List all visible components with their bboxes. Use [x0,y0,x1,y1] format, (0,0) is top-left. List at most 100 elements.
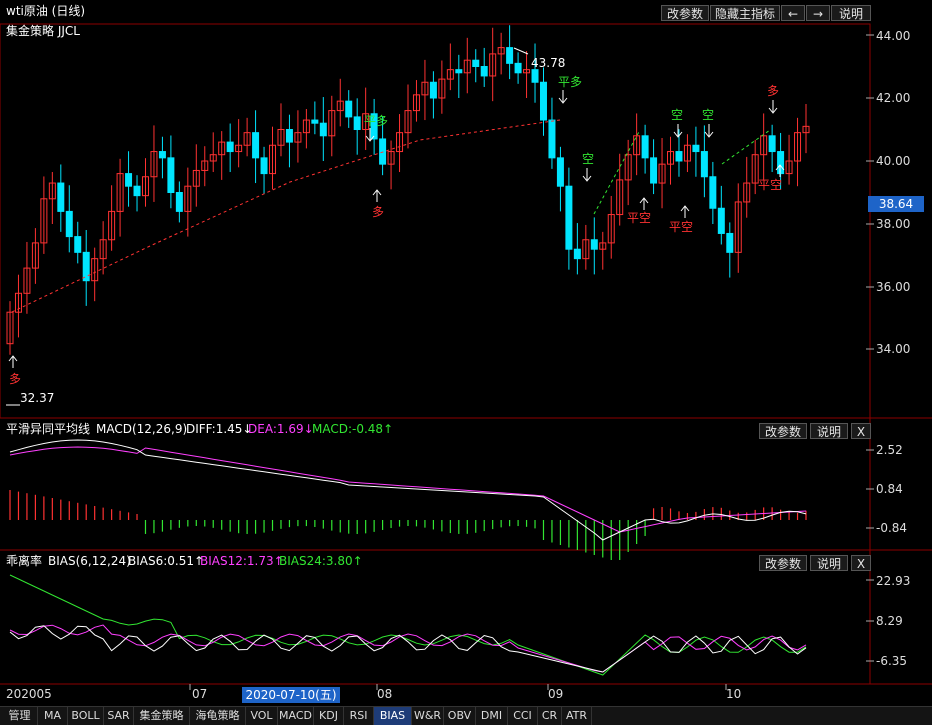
candle-body [40,198,48,244]
tab-vol[interactable]: VOL [246,707,278,725]
signal-arrow-head [639,197,649,204]
macd-edit-params-button[interactable]: 改参数 [759,423,807,439]
candle-body [429,81,437,99]
tab-rsi[interactable]: RSI [344,707,374,725]
signal-long: 多 [9,372,22,386]
candle-body [777,151,785,175]
main-indicator-name: 集金策略 JJCL [6,24,80,38]
candle-body [726,232,734,253]
candle-body [582,239,590,260]
tab-管理[interactable]: 管理 [2,707,38,725]
candle-body [539,81,547,121]
signal-arrow-head [582,175,592,182]
signal-arrow-head [372,189,382,196]
candle-body [158,151,166,159]
candle-body [31,242,39,269]
help-button[interactable]: 说明 [831,5,871,21]
cursor-date-label: 2020-07-10(五) [242,687,340,703]
edit-params-button[interactable]: 改参数 [661,5,709,21]
candle-body [269,144,277,175]
trend-line [11,119,561,313]
signal-arrow-head [8,355,18,362]
candle-body [345,100,353,118]
macd-y-tick: -0.84 [876,521,908,535]
candle-body [379,138,387,165]
signal-arrow-head [365,135,375,142]
tab-w&r[interactable]: W&R [412,707,444,725]
candle-body [531,69,539,83]
candle-body [565,185,573,250]
arrow-right-icon[interactable]: → [806,5,830,21]
candle-body [523,69,531,74]
candle-body [650,157,658,184]
candle-body [328,110,336,137]
candle-body [667,151,675,165]
bias-y-tick: 22.93 [876,574,911,588]
tab-cr[interactable]: CR [538,707,562,725]
candle-body [599,242,607,250]
chart-title: wti原油 (日线) [6,4,86,18]
candle-body [404,110,412,134]
bias-y-tick: 8.29 [876,614,903,628]
candle-body [370,113,378,140]
candle-body [6,311,14,345]
candle-body [48,182,56,200]
tab-atr[interactable]: ATR [562,707,592,725]
bias12-value: BIAS12:1.73↑ [200,554,284,568]
candle-body [480,66,488,77]
bias-help-button[interactable]: 说明 [810,555,848,571]
candle-body [243,132,251,146]
candle-body [116,173,124,212]
candle-body [743,182,751,203]
y-tick-42: 42.00 [876,91,911,105]
macd-help-button[interactable]: 说明 [810,423,848,439]
macd-close-icon[interactable]: X [851,423,871,439]
tab-macd[interactable]: MACD [278,707,314,725]
macd-macd-value: MACD:-0.48↑ [312,422,394,436]
tab-海龟策略[interactable]: 海龟策略 [190,707,246,725]
candle-body [353,116,361,131]
candle-body [192,169,200,187]
candle-body [717,207,725,234]
candle-body [133,185,141,197]
candle-body [302,119,310,134]
candle-body [336,100,344,112]
tab-obv[interactable]: OBV [444,707,476,725]
macd-params: MACD(12,26,9) [96,422,188,436]
candle-body [108,210,116,241]
candle-body [23,267,31,294]
bias-title: 乖离率 [6,554,43,568]
bias-close-icon[interactable]: X [851,555,871,571]
tab-ma[interactable]: MA [38,707,68,725]
x-label-09: 09 [548,687,564,701]
signal-close-long: 平多 [558,75,583,89]
tab-boll[interactable]: BOLL [68,707,104,725]
candle-body [785,160,793,175]
signal-arrow-head [768,107,778,114]
bias24-value: BIAS24:3.80↑ [279,554,363,568]
y-tick-34: 34.00 [876,342,911,356]
candle-body [709,176,717,209]
tab-cci[interactable]: CCI [508,707,538,725]
macd-y-tick: 2.52 [876,443,903,457]
signal-close-long: 平多 [364,114,389,128]
candle-body [556,157,564,187]
signal-arrow-head [558,97,568,104]
tab-kdj[interactable]: KDJ [314,707,344,725]
bias-edit-params-button[interactable]: 改参数 [759,555,807,571]
tab-dmi[interactable]: DMI [476,707,508,725]
candle-body [82,251,90,282]
x-label-202005: 202005 [6,687,52,701]
candle-body [319,122,327,137]
tab-集金策略[interactable]: 集金策略 [134,707,190,725]
candle-body [57,182,65,212]
signal-close-short: 平空 [627,211,652,225]
tab-sar[interactable]: SAR [104,707,134,725]
candle-body [548,119,556,159]
arrow-left-icon[interactable]: ← [781,5,805,21]
tab-bias[interactable]: BIAS [374,707,412,725]
hide-main-indicator-button[interactable]: 隐藏主指标 [710,5,780,21]
candle-body [455,69,463,74]
bias24-line [9,574,807,676]
